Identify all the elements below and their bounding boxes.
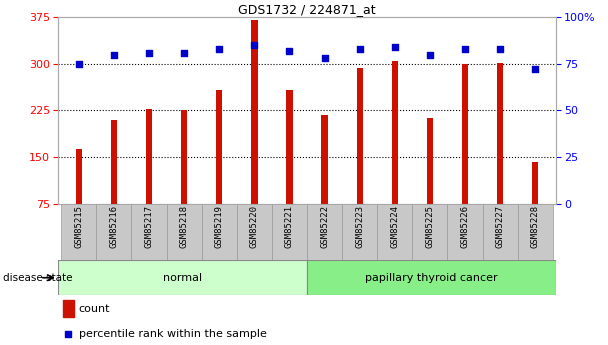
Bar [216,90,223,204]
Bar [377,204,412,260]
Bar [146,109,152,204]
Bar [447,204,483,260]
Text: GSM85220: GSM85220 [250,205,259,248]
Text: percentile rank within the sample: percentile rank within the sample [78,329,266,339]
Text: GSM85222: GSM85222 [320,205,329,248]
Text: papillary thyroid cancer: papillary thyroid cancer [365,273,498,283]
Point [320,56,330,61]
Bar [58,260,307,295]
Bar [427,118,433,204]
Point [179,50,189,56]
Text: GSM85215: GSM85215 [74,205,83,248]
Point [285,48,294,53]
Bar [167,204,202,260]
Text: count: count [78,304,110,314]
Point [390,44,399,50]
Bar [111,120,117,204]
Text: GSM85226: GSM85226 [460,205,469,248]
Bar [342,204,377,260]
Bar [462,64,468,204]
Text: GSM85228: GSM85228 [531,205,540,248]
Bar [497,62,503,204]
Bar [322,115,328,204]
Text: GSM85219: GSM85219 [215,205,224,248]
Bar [392,61,398,204]
Bar [97,204,131,260]
Bar [532,162,539,204]
Point [144,50,154,56]
Bar [63,300,74,317]
Bar [286,90,292,204]
Text: normal: normal [163,273,202,283]
Point [74,61,84,67]
Text: GSM85224: GSM85224 [390,205,399,248]
Title: GDS1732 / 224871_at: GDS1732 / 224871_at [238,3,376,16]
Text: GSM85225: GSM85225 [426,205,435,248]
Bar [61,204,97,260]
Bar [272,204,307,260]
Point [249,42,259,48]
Bar [517,204,553,260]
Bar [202,204,237,260]
Bar [307,260,556,295]
Bar [483,204,517,260]
Text: GSM85218: GSM85218 [179,205,188,248]
Bar [307,204,342,260]
Point [109,52,119,57]
Point [425,52,435,57]
Text: GSM85227: GSM85227 [496,205,505,248]
Point [496,46,505,52]
Bar [131,204,167,260]
Text: disease state: disease state [3,273,72,283]
Bar [251,20,258,204]
Point [460,46,470,52]
Point [530,67,540,72]
Bar [181,110,187,204]
Text: GSM85216: GSM85216 [109,205,119,248]
Text: GSM85223: GSM85223 [355,205,364,248]
Point [355,46,365,52]
Bar [237,204,272,260]
Bar [412,204,447,260]
Text: GSM85217: GSM85217 [145,205,154,248]
Text: GSM85221: GSM85221 [285,205,294,248]
Point [63,331,73,337]
Bar [75,149,82,204]
Point [215,46,224,52]
Bar [356,68,363,204]
